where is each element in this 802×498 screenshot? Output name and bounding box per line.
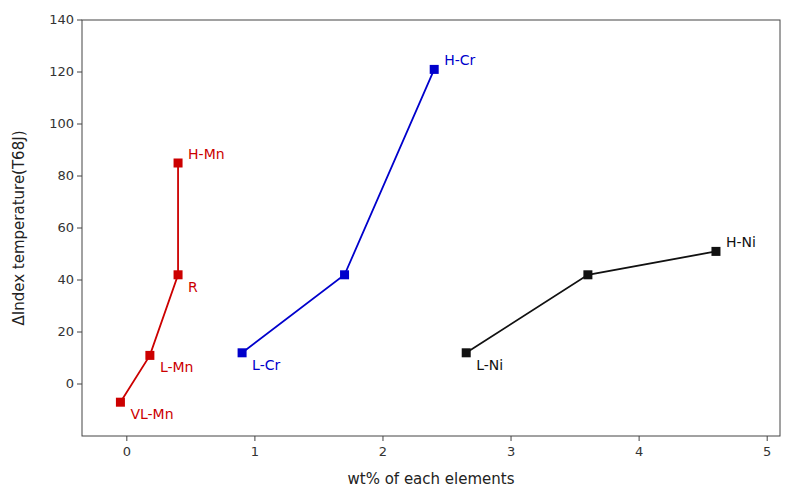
y-tick-label: 20 [57,324,74,339]
x-tick-label: 5 [763,444,771,459]
point-label: H-Cr [444,52,475,68]
x-tick-label: 2 [379,444,387,459]
y-tick-label: 120 [49,64,74,79]
y-tick [77,384,82,385]
point-marker [174,270,183,279]
point-label: H-Ni [726,234,756,250]
point-marker [238,348,247,357]
x-tick-label: 4 [635,444,643,459]
point-label: L-Mn [160,359,194,375]
y-tick-label: 100 [49,116,74,131]
y-tick-label: 140 [49,12,74,27]
x-tick [254,436,255,441]
y-tick [77,332,82,333]
point-label: H-Mn [188,146,225,162]
point-label: VL-Mn [130,406,173,422]
x-tick [382,436,383,441]
point-label: R [188,279,198,295]
x-tick-label: 1 [251,444,259,459]
y-tick [77,124,82,125]
y-tick-label: 40 [57,272,74,287]
y-tick-label: 60 [57,220,74,235]
y-tick-label: 0 [66,376,74,391]
series-line [242,69,434,352]
series-line [466,251,716,352]
point-marker [116,398,125,407]
chart: 0 20 40 60 80 100 120 140 0 1 2 3 4 5 wt% of each elem… [0,0,802,498]
point-marker [583,270,592,279]
y-tick [77,280,82,281]
y-tick [77,72,82,73]
y-axis-label: ΔIndex temperature(T68J) [10,131,28,326]
x-tick [126,436,127,441]
y-tick-label: 80 [57,168,74,183]
point-marker [430,65,439,74]
x-tick-label: 0 [123,444,131,459]
point-marker [462,348,471,357]
x-tick [639,436,640,441]
x-tick [511,436,512,441]
point-marker [145,351,154,360]
y-tick [77,20,82,21]
x-tick [767,436,768,441]
plot-frame [82,20,780,436]
point-marker [174,159,183,168]
point-marker [340,270,349,279]
point-label: L-Ni [476,357,503,373]
plot-area [116,65,721,407]
point-marker [711,247,720,256]
y-tick [77,228,82,229]
x-tick-label: 3 [507,444,515,459]
y-tick [77,176,82,177]
point-label: L-Cr [252,357,280,373]
x-axis-label: wt% of each elements [347,470,514,488]
annotations: VL-Mn L-Mn R H-Mn L-Cr H-Cr L-Ni H-Ni [130,52,755,422]
